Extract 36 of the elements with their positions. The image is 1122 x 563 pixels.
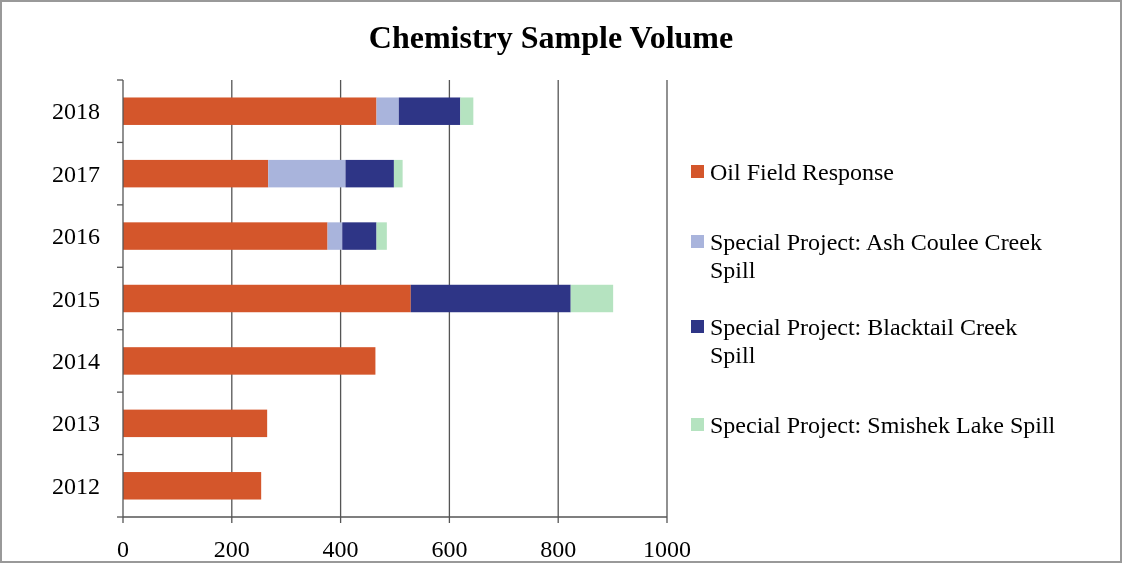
bar — [570, 284, 614, 313]
legend-label: Special Project: Ash Coulee Creek Spill — [710, 229, 1042, 283]
x-tick-label: 600 — [431, 536, 468, 562]
bar — [123, 347, 376, 375]
bar — [123, 472, 262, 500]
x-tick-label: 800 — [540, 536, 577, 562]
bar — [123, 97, 377, 125]
y-tick-label: 2013 — [52, 410, 100, 437]
bar — [376, 97, 399, 125]
bar — [376, 222, 387, 250]
y-tick-label: 2015 — [52, 285, 100, 312]
bar — [342, 222, 377, 250]
y-tick-label: 2016 — [52, 223, 100, 250]
bar — [123, 159, 269, 188]
x-tick-label: 1000 — [643, 536, 691, 562]
y-tick-label: 2014 — [52, 347, 100, 374]
x-tick-label: 0 — [117, 536, 129, 562]
bar — [123, 284, 411, 313]
y-tick-label: 2017 — [52, 160, 100, 187]
y-tick-label: 2012 — [52, 472, 100, 499]
legend-label: Special Project: Smishek Lake Spill — [710, 412, 1056, 438]
bar — [345, 159, 394, 188]
y-tick-label: 2018 — [52, 98, 100, 125]
x-tick-label: 400 — [322, 536, 359, 562]
chart-title: Chemistry Sample Volume — [368, 19, 734, 55]
bar — [268, 159, 346, 188]
bar — [123, 409, 268, 438]
bar — [410, 284, 571, 313]
legend-label: Oil Field Response — [710, 159, 894, 185]
x-tick-label: 200 — [213, 536, 250, 562]
bar — [123, 222, 328, 250]
bar — [327, 222, 343, 250]
bar — [460, 97, 474, 125]
bar — [393, 159, 403, 188]
bar — [398, 97, 461, 125]
legend-label: Special Project: Blacktail Creek Spill — [710, 314, 1018, 368]
